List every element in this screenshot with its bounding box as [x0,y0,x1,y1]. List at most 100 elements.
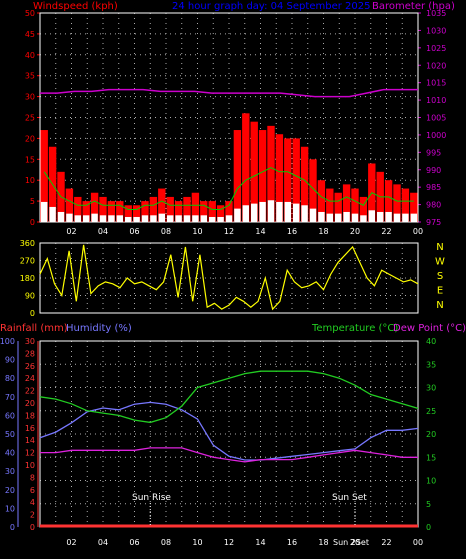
wind-xtick-label: 16 [287,227,297,236]
rain-ytick-label: 4 [30,498,35,507]
wind-low-bar [167,215,174,222]
wind-ytick-label: 10 [25,176,35,185]
rain-ytick-label: 28 [25,349,35,358]
humidity-line [39,401,419,461]
wind-gust-bar [82,201,90,222]
barometer-line [40,88,418,98]
wind-low-bar [150,215,157,222]
wind-gust-bar [334,192,342,222]
dir-ytick-label: 270 [20,257,35,266]
temperature-line [39,370,419,424]
wind-gust-bar [250,121,258,222]
wind-avg-line [43,167,414,210]
wind-low-bar [225,215,233,222]
wind-low-bar [99,215,107,222]
baro-ytick-label: 990 [426,166,441,175]
temp-xtick-label: 22 [381,538,391,547]
baro-ytick-label: 1010 [426,96,446,105]
wind-gust-bar [116,201,124,222]
wind-low-bar [385,211,392,222]
wind-low-bar [301,205,308,222]
wind-gust-bar [326,188,334,222]
wind-ytick-label: 15 [25,155,35,164]
wind-low-bar [309,208,317,222]
wind-gust-bar [74,196,82,222]
temp-ytick-label: 40 [426,337,436,346]
humidity-ytick-label: 0 [10,523,15,532]
wind-gust-bar [309,159,317,222]
wind-xtick-label: 22 [381,227,391,236]
wind-low-bar [251,203,258,222]
humidity-ytick-label: 40 [5,449,15,458]
temperature-axis-label: Temperature (°C) [311,323,398,334]
wind-gust-bar [225,201,233,222]
wind-xtick-label: 10 [192,227,202,236]
sunrise-label: Sun Rise [132,493,171,503]
temp-ytick-label: 0 [426,523,431,532]
wind-gust-bar [216,205,225,222]
wind-ytick-label: 25 [25,114,35,123]
wind-low-bar [234,208,241,222]
wind-gust-bar [149,196,158,222]
baro-ytick-label: 995 [426,148,441,157]
wind-low-bar [368,210,375,222]
wind-low-bar [57,211,65,222]
wind-low-bar [284,201,291,222]
baro-ytick-label: 975 [426,218,441,227]
temp-xtick-label: 04 [98,538,108,547]
dir-compass-label: N [436,242,443,253]
baro-ytick-label: 1005 [426,114,446,123]
temp-ytick-label: 25 [426,407,436,416]
wind-low-bar [66,213,73,222]
humidity-ytick-label: 80 [5,374,15,383]
wind-xtick-label: 04 [98,227,108,236]
windspeed-axis-label: Windspeed (kph) [33,1,118,12]
wind-gust-bar [174,201,183,222]
wind-low-bar [116,215,123,222]
rain-ytick-label: 6 [30,486,35,495]
wind-low-bar [209,216,216,222]
baro-ytick-label: 1000 [426,131,446,140]
wind-gust-bar [267,125,275,222]
wind-ytick-label: 35 [25,72,35,81]
dewpoint-line [40,447,418,463]
wind-gust-bar [359,196,368,222]
wind-low-bar [267,200,275,222]
baro-ytick-label: 1035 [426,9,446,18]
humidity-ytick-label: 70 [5,393,15,402]
wind-panel-frame [39,12,419,223]
wind-low-bar [393,213,401,222]
rain-ytick-label: 26 [25,362,35,371]
humidity-ytick-label: 50 [5,430,15,439]
rain-ytick-label: 30 [25,337,35,346]
temp-xtick-label: 08 [161,538,171,547]
wind-ytick-label: 30 [25,93,35,102]
wind-xtick-label: 18 [318,227,328,236]
wind-low-bar [293,203,300,222]
wind-gust-bar [200,201,208,222]
wind-low-bar [83,215,90,222]
baro-ytick-label: 985 [426,183,441,192]
wind-gust-bar [132,205,141,222]
rain-ytick-label: 12 [25,449,35,458]
temp-xtick-label: 16 [287,538,297,547]
rain-ytick-label: 8 [30,473,35,482]
wind-low-bar [91,213,98,222]
dir-ytick-label: 0 [30,309,35,318]
wind-gust-bar [284,138,292,222]
chart-title: 24 hour graph day: 04 September 2025 [172,1,370,12]
rain-ytick-label: 2 [30,511,35,520]
wind-low-bar [183,215,191,222]
wind-ytick-label: 45 [25,30,35,39]
wind-ytick-label: 20 [25,134,35,143]
baro-ytick-label: 1015 [426,79,446,88]
dir-panel-frame [39,242,419,314]
wind-gust-bar [191,192,200,222]
wind-gust-bar [258,130,267,222]
wind-gust-bar [393,184,401,222]
wind-gust-bar [410,192,418,222]
wind-gust-bar [384,180,393,222]
dewpoint-axis-label: Dew Point (°C) [393,323,466,334]
